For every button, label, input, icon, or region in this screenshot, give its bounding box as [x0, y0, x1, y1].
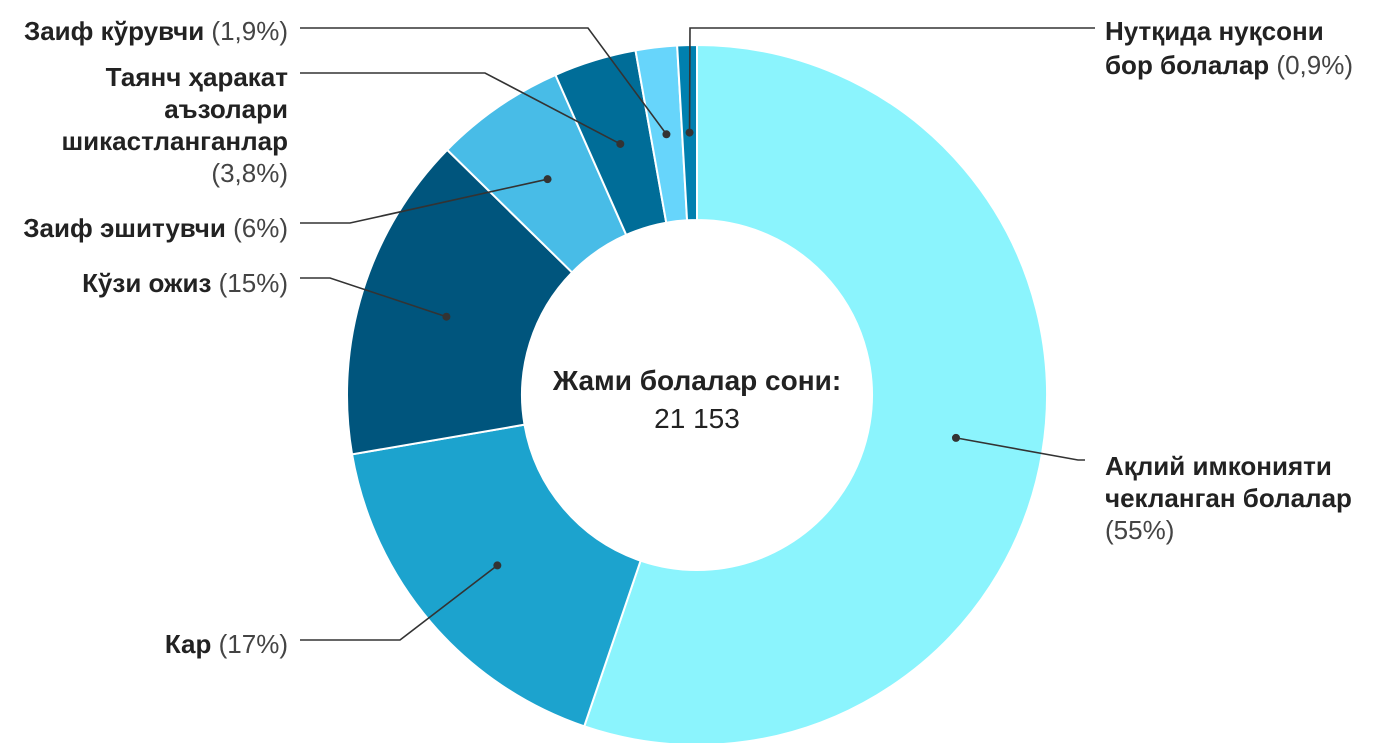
leader-line-3 [300, 178, 548, 224]
slice-label-2: Кўзи ожиз (15%) [82, 268, 288, 298]
slice-value-3: (6%) [233, 213, 288, 243]
center-group: Жами болалар сони: 21 153 [552, 365, 841, 434]
leader-dot-6 [685, 128, 694, 137]
slice-name-4: шикастланганлар [61, 126, 288, 156]
leader-line-2 [300, 277, 447, 318]
slice-label-3: Заиф эшитувчи (6%) [23, 213, 288, 243]
slice-label-line-5: Заиф кўрувчи (1,9%) [24, 16, 288, 46]
slice-1 [350, 423, 642, 728]
slice-name-4: аъзолари [164, 94, 288, 124]
slice-label-line-2: Кўзи ожиз (15%) [82, 268, 288, 298]
slice-name-4: Таянч ҳаракат [106, 62, 289, 92]
leader-line-1 [300, 564, 498, 641]
center-value: 21 153 [654, 403, 740, 434]
slice-label-5: Заиф кўрувчи (1,9%) [24, 16, 288, 46]
leader-dot-5 [662, 130, 671, 139]
slice-2 [346, 148, 574, 456]
slice-name-6: бор болалар [1105, 50, 1276, 80]
slice-label-line-1: Кар (17%) [165, 629, 288, 659]
slices-group [346, 43, 1048, 743]
slice-value-4: (3,8%) [211, 158, 288, 188]
slice-value-0: (55%) [1105, 515, 1174, 545]
slice-label-1: Кар (17%) [165, 629, 288, 659]
slice-value-6: (0,9%) [1276, 50, 1353, 80]
leaders-group [300, 27, 1095, 641]
slice-name-6: Нутқида нуқсони [1105, 16, 1324, 46]
slice-0 [582, 43, 1048, 743]
center-title: Жами болалар сони: [552, 365, 841, 396]
slice-label-6: Нутқида нуқсони бор болалар (0,9%) [1105, 16, 1353, 80]
slice-name-3: Заиф эшитувчи [23, 213, 233, 243]
slice-label-line-6: бор болалар (0,9%) [1105, 50, 1353, 80]
leader-dot-3 [543, 175, 552, 184]
slice-label-4: Таянч ҳаракатаъзоларишикастланганлар(3,8… [61, 62, 288, 188]
slice-value-1: (17%) [219, 629, 288, 659]
leader-dot-0 [951, 433, 960, 442]
slice-label-line-3: Заиф эшитувчи (6%) [23, 213, 288, 243]
leader-dot-1 [493, 561, 502, 570]
leader-line-0 [955, 437, 1085, 461]
slice-value-5: (1,9%) [211, 16, 288, 46]
slice-name-1: Кар [165, 629, 219, 659]
slice-name-0: чекланган болалар [1105, 483, 1352, 513]
slice-name-2: Кўзи ожиз [82, 268, 219, 298]
leader-dot-2 [442, 312, 451, 321]
slice-name-5: Заиф кўрувчи [24, 16, 211, 46]
leader-line-4 [300, 72, 621, 145]
leader-line-5 [300, 27, 668, 135]
slice-value-2: (15%) [219, 268, 288, 298]
slice-name-0: Ақлий имконияти [1105, 451, 1332, 481]
leader-dot-4 [616, 139, 625, 148]
leader-line-6 [688, 27, 1095, 133]
